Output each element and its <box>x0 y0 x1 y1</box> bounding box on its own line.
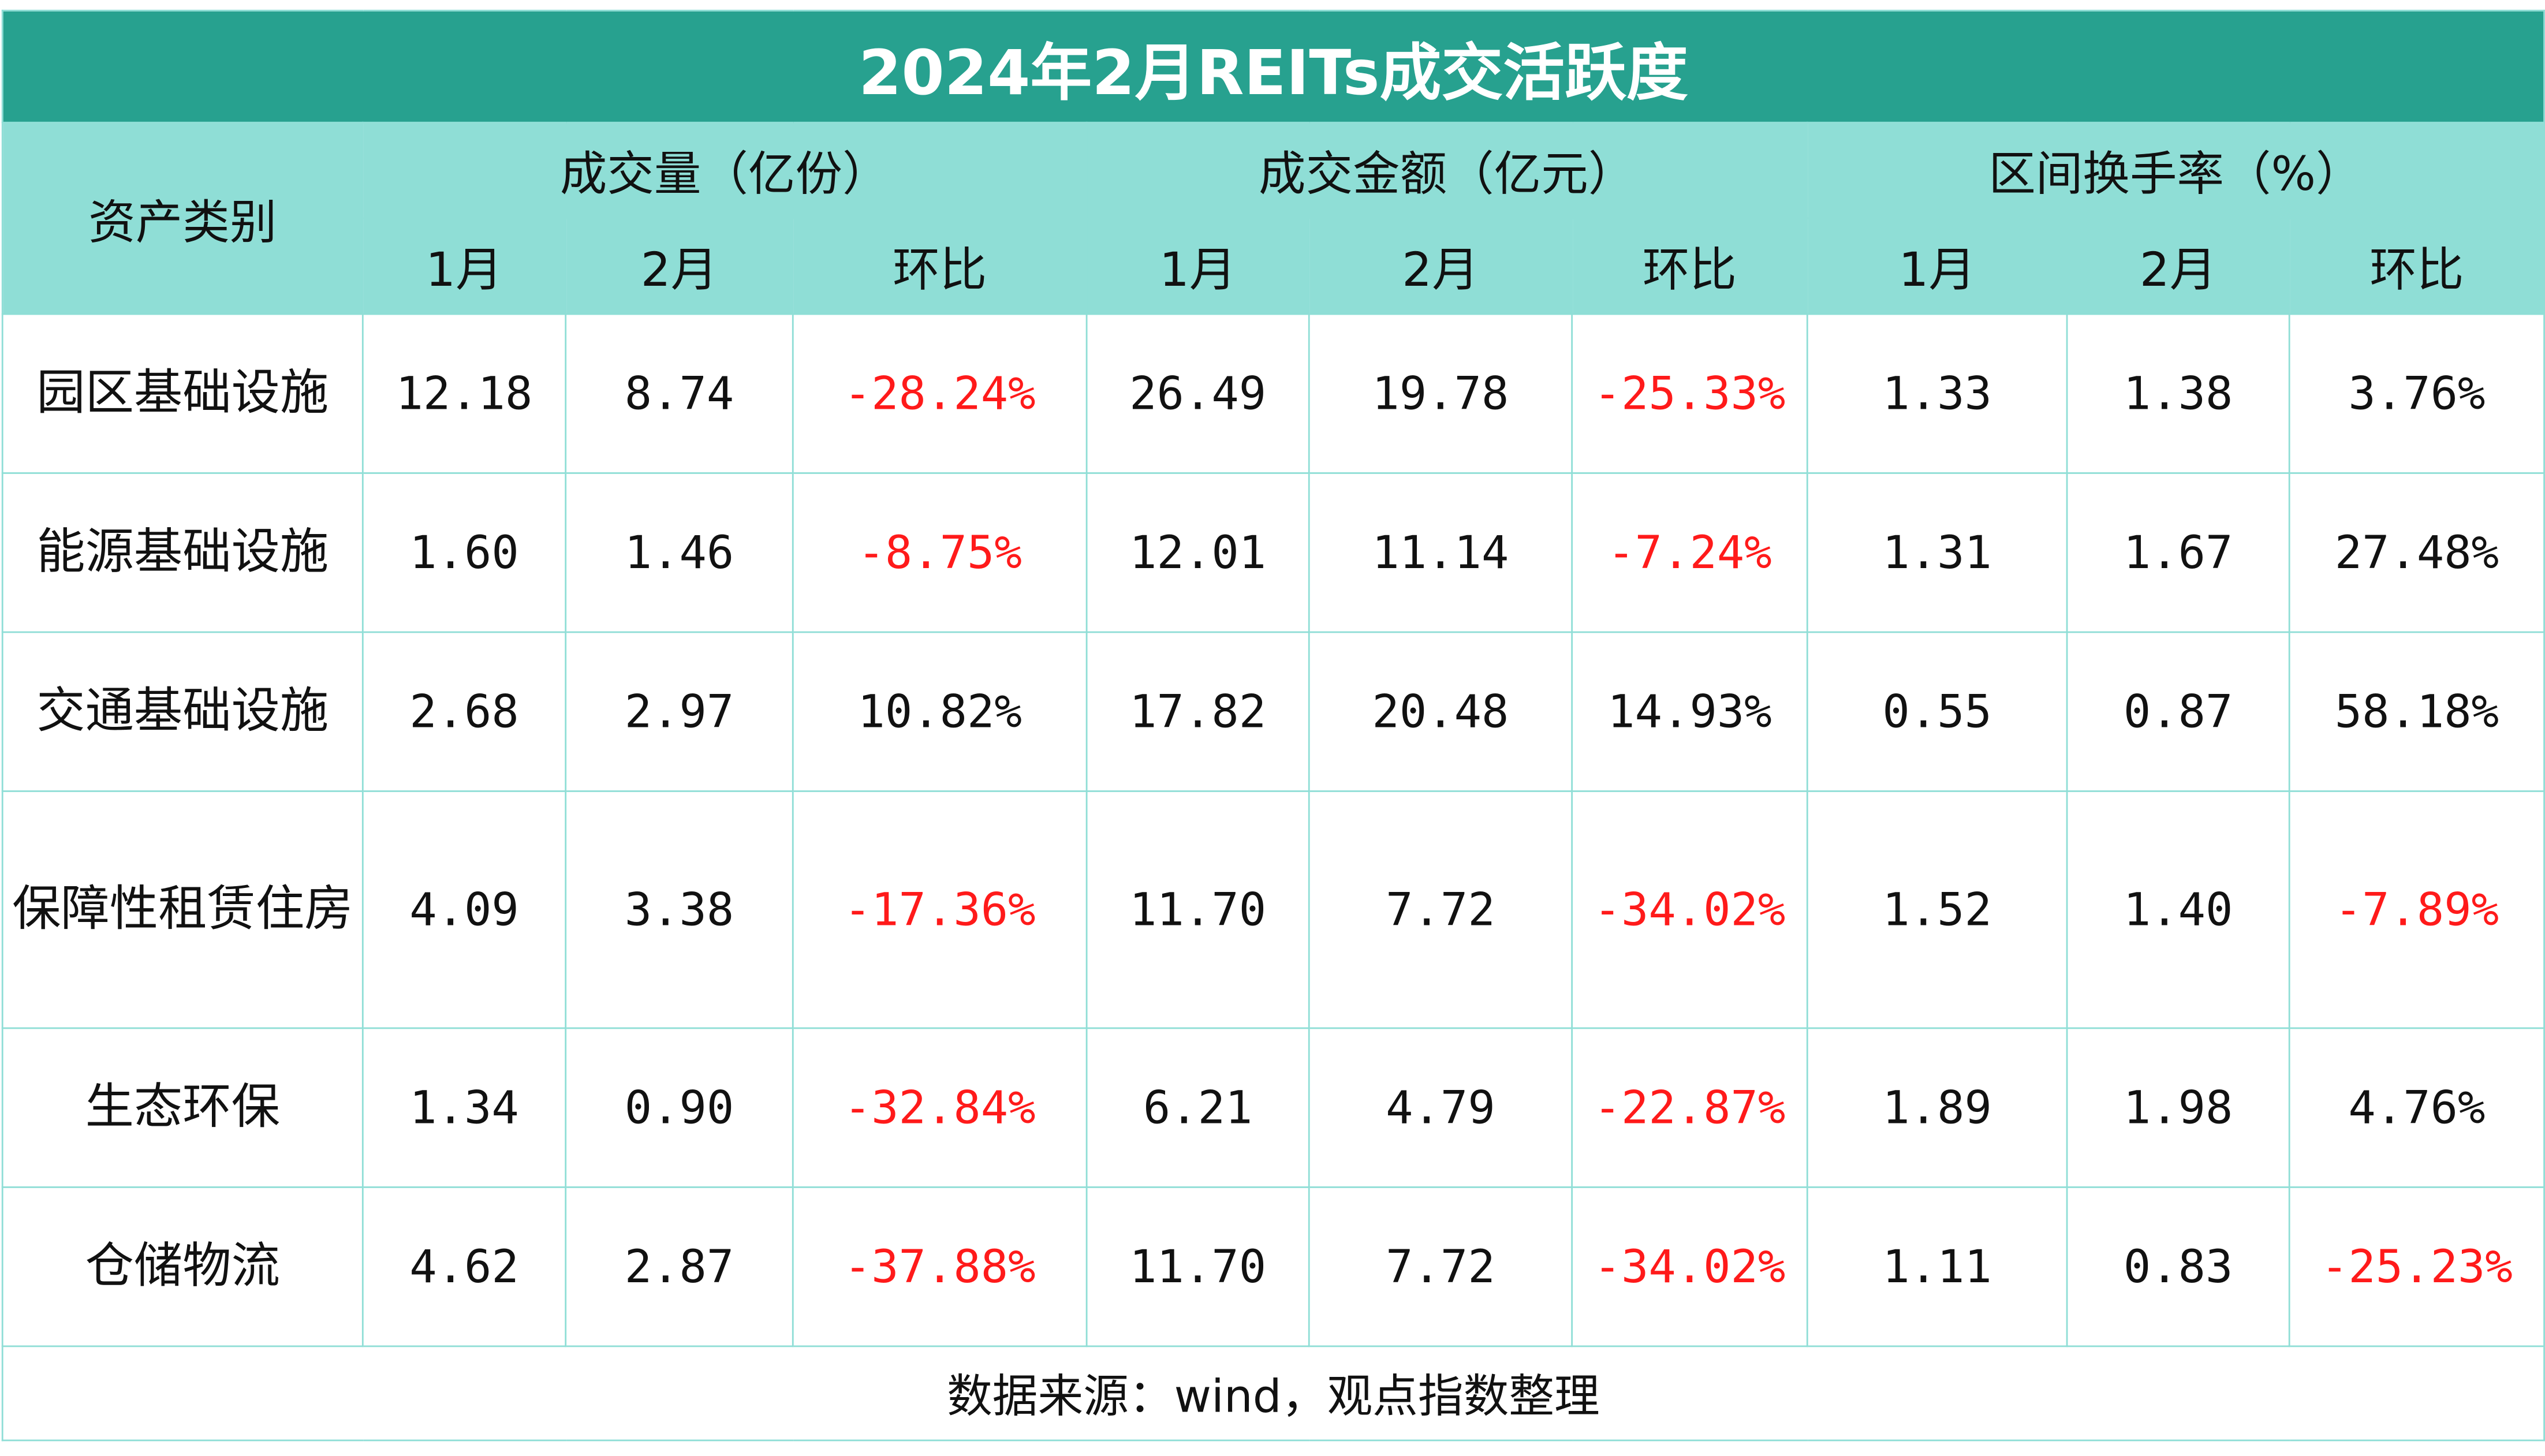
subheader: 1月 <box>1806 217 2068 315</box>
subheader: 1月 <box>1085 217 1310 315</box>
group-header: 成交量（亿份） <box>361 121 1088 219</box>
value-cell: 14.93% <box>1571 631 1808 792</box>
subheader-row: 1月 2月 环比 1月 2月 环比 1月 2月 环比 <box>2 217 2545 315</box>
data-row: 生态环保 1.34 0.90 -32.84% 6.21 4.79 -22.87% 1.89 1.… <box>1 1027 2545 1188</box>
value-cell: 0.90 <box>565 1027 794 1188</box>
value-cell: 1.33 <box>1806 313 2068 474</box>
value-cell: 1.52 <box>1806 790 2068 1029</box>
value-cell: -28.24% <box>792 313 1088 474</box>
category-cell: 保障性租赁住房 <box>1 790 364 1029</box>
subheader: 2月 <box>2066 217 2290 315</box>
value-cell: 2.97 <box>565 631 794 792</box>
data-row: 交通基础设施 2.68 2.97 10.82% 17.82 20.48 14.93% 0.55… <box>1 631 2545 792</box>
value-cell: -25.33% <box>1571 313 1808 474</box>
reits-table: 2024年2月REITs成交活跃度 资产类别 成交量（亿份） 成交金额（亿元） 区间换手… <box>1 9 2545 1442</box>
value-cell: 27.48% <box>2288 472 2545 633</box>
value-cell: 1.31 <box>1806 472 2068 633</box>
value-cell: 8.74 <box>565 313 794 474</box>
value-cell: 3.38 <box>565 790 794 1029</box>
category-cell: 园区基础设施 <box>1 313 364 474</box>
value-cell: 12.18 <box>361 313 567 474</box>
value-cell: 1.34 <box>361 1027 567 1188</box>
footer-row: 数据来源：wind，观点指数整理 <box>1 1345 2545 1442</box>
value-cell: 1.60 <box>361 472 567 633</box>
value-cell: 1.40 <box>2066 790 2290 1029</box>
value-cell: -7.24% <box>1571 472 1808 633</box>
value-cell: 4.76% <box>2288 1027 2545 1188</box>
value-cell: -25.23% <box>2288 1186 2545 1347</box>
data-row: 保障性租赁住房 4.09 3.38 -17.36% 11.70 7.72 -34.02% 1.… <box>1 790 2545 1029</box>
header-row: 资产类别 成交量（亿份） 成交金额（亿元） 区间换手率（%） <box>1 121 2545 315</box>
category-cell: 仓储物流 <box>1 1186 364 1347</box>
value-cell: 19.78 <box>1308 313 1573 474</box>
value-cell: -37.88% <box>792 1186 1088 1347</box>
value-cell: -32.84% <box>792 1027 1088 1188</box>
value-cell: 2.87 <box>565 1186 794 1347</box>
title-row: 2024年2月REITs成交活跃度 <box>1 9 2545 124</box>
group-header: 成交金额（亿元） <box>1085 121 1808 219</box>
data-row: 仓储物流 4.62 2.87 -37.88% 11.70 7.72 -34.02% 1.11 0… <box>1 1186 2545 1347</box>
value-cell: 20.48 <box>1308 631 1573 792</box>
value-cell: 3.76% <box>2288 313 2545 474</box>
group-header: 区间换手率（%） <box>1806 121 2545 219</box>
value-cell: 0.83 <box>2066 1186 2290 1347</box>
value-cell: 17.82 <box>1085 631 1310 792</box>
subheader: 2月 <box>1308 217 1573 315</box>
subheader: 环比 <box>1571 217 1808 315</box>
value-cell: -22.87% <box>1571 1027 1808 1188</box>
value-cell: 4.09 <box>361 790 567 1029</box>
value-cell: -8.75% <box>792 472 1088 633</box>
data-row: 园区基础设施 12.18 8.74 -28.24% 26.49 19.78 -25.33% 1… <box>1 313 2545 474</box>
category-cell: 生态环保 <box>1 1027 364 1188</box>
value-cell: -7.89% <box>2288 790 2545 1029</box>
value-cell: 4.62 <box>361 1186 567 1347</box>
subheader: 2月 <box>565 217 794 315</box>
value-cell: 12.01 <box>1085 472 1310 633</box>
title: 2024年2月REITs成交活跃度 <box>1 9 2545 124</box>
value-cell: 0.87 <box>2066 631 2290 792</box>
value-cell: 1.38 <box>2066 313 2290 474</box>
value-cell: 7.72 <box>1308 1186 1573 1347</box>
category-cell: 交通基础设施 <box>1 631 364 792</box>
value-cell: -34.02% <box>1571 1186 1808 1347</box>
category-cell: 能源基础设施 <box>1 472 364 633</box>
value-cell: 10.82% <box>792 631 1088 792</box>
category-header: 资产类别 <box>1 121 364 315</box>
value-cell: 1.46 <box>565 472 794 633</box>
value-cell: 4.79 <box>1308 1027 1573 1188</box>
source-note: 数据来源：wind，观点指数整理 <box>1 1345 2545 1442</box>
value-cell: 2.68 <box>361 631 567 792</box>
data-row: 能源基础设施 1.60 1.46 -8.75% 12.01 11.14 -7.24% 1.31… <box>1 472 2545 633</box>
value-cell: 58.18% <box>2288 631 2545 792</box>
subheader: 环比 <box>2288 217 2545 315</box>
value-cell: 11.14 <box>1308 472 1573 633</box>
value-cell: 1.11 <box>1806 1186 2068 1347</box>
value-cell: 11.70 <box>1085 1186 1310 1347</box>
value-cell: 1.89 <box>1806 1027 2068 1188</box>
value-cell: -34.02% <box>1571 790 1808 1029</box>
value-cell: 11.70 <box>1085 790 1310 1029</box>
value-cell: 6.21 <box>1085 1027 1310 1188</box>
value-cell: 0.55 <box>1806 631 2068 792</box>
value-cell: -17.36% <box>792 790 1088 1029</box>
subheader: 1月 <box>361 217 567 315</box>
value-cell: 7.72 <box>1308 790 1573 1029</box>
value-cell: 1.67 <box>2066 472 2290 633</box>
value-cell: 1.98 <box>2066 1027 2290 1188</box>
subheader: 环比 <box>792 217 1088 315</box>
value-cell: 26.49 <box>1085 313 1310 474</box>
